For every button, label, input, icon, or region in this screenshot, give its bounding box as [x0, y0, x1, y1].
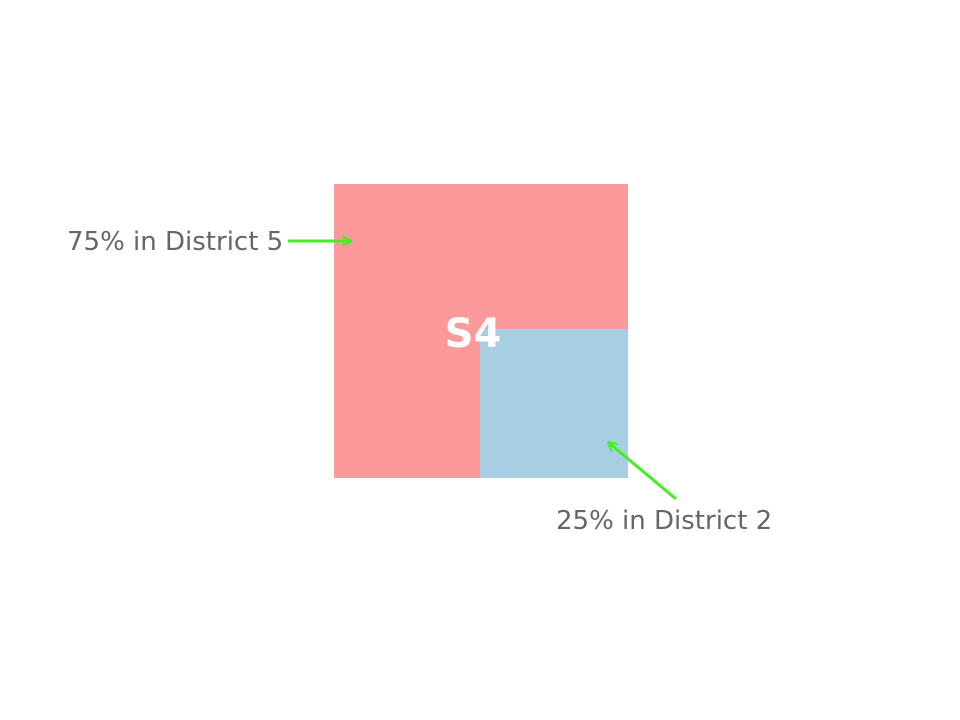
district-2-area	[480, 329, 628, 478]
square-label: S4	[445, 311, 502, 357]
district-5-callout-text: 75% in District 5	[67, 227, 283, 257]
district-2-callout-text: 25% in District 2	[556, 506, 772, 536]
district-2-arrow	[609, 443, 677, 501]
